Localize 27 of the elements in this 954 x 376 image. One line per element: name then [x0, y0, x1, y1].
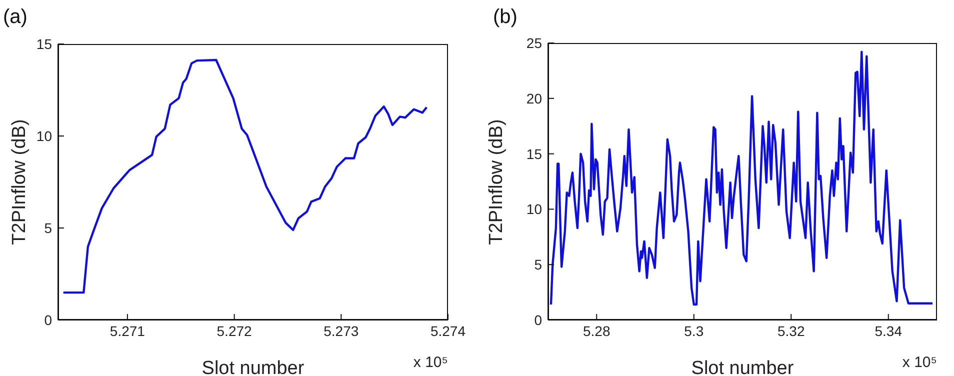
- y-axis-title: T2PInflow (dB): [8, 118, 31, 247]
- y-tick-label: 25: [526, 34, 542, 51]
- text: x 10⁵: [902, 354, 937, 371]
- y-tick-label: 5: [534, 256, 542, 273]
- x-axis-title: Slot number: [691, 358, 794, 376]
- x-tick-label: 5.3: [684, 322, 704, 339]
- chart-title: (a): [3, 6, 28, 29]
- y-tick-label: 0: [44, 312, 52, 328]
- x-tick-label: 5.34: [874, 322, 902, 339]
- x-tick-label: 5.32: [778, 322, 805, 339]
- x-tick-label: 5.274: [430, 322, 466, 339]
- y-axis-title: T2PInflow (dB): [485, 118, 508, 246]
- x-tick-label: 5.273: [324, 322, 359, 339]
- y-tick-label: 15: [36, 36, 52, 52]
- text: x 10⁵: [413, 354, 448, 371]
- y-tick-label: 10: [526, 201, 542, 218]
- x-axis-title: Slot number: [202, 358, 305, 376]
- y-tick-label: 20: [526, 90, 542, 106]
- y-tick-label: 0: [534, 312, 542, 328]
- y-tick-label: 15: [526, 146, 542, 162]
- line-series: [62, 58, 428, 294]
- y-tick-label: 10: [36, 128, 52, 144]
- chart-title: (b): [493, 6, 518, 29]
- y-tick-label: 5: [44, 220, 52, 236]
- x-tick-label: 5.271: [110, 322, 146, 339]
- x-tick-label: 5.28: [583, 322, 610, 339]
- x-tick-label: 5.272: [216, 322, 252, 339]
